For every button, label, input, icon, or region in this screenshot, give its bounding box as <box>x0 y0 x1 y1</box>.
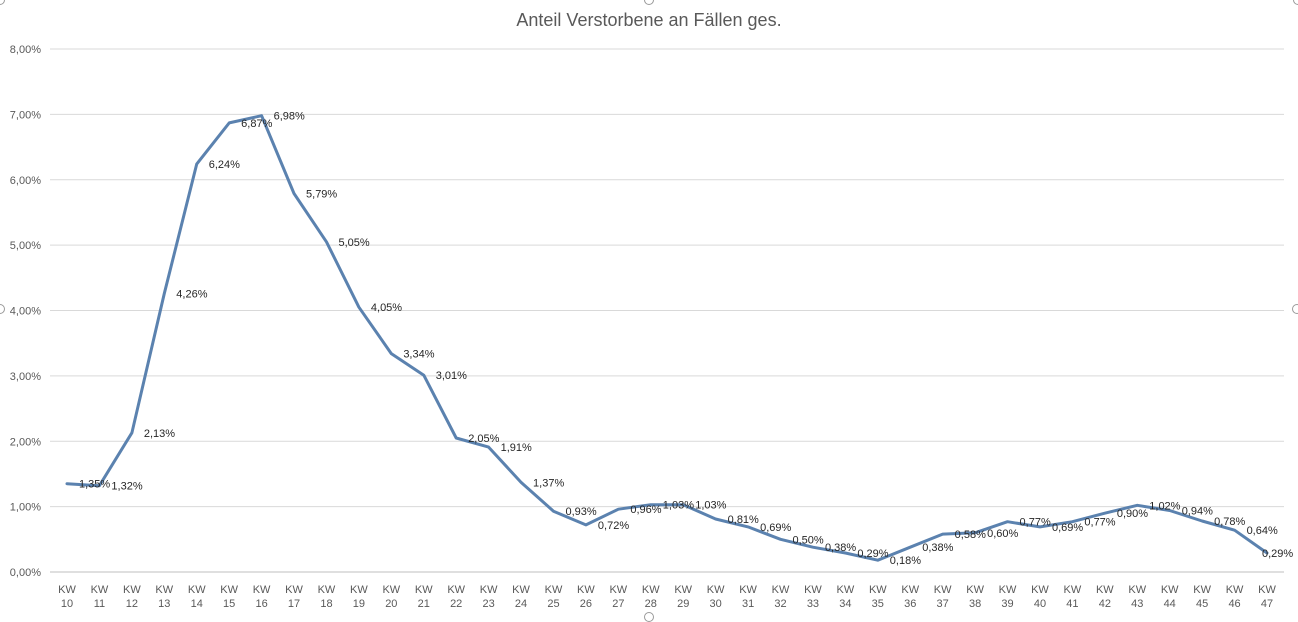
data-label: 0,69% <box>760 522 791 534</box>
data-label: 1,03% <box>695 500 726 512</box>
x-tick-label: KW 14 <box>188 584 206 610</box>
x-tick-label: KW 26 <box>577 584 595 610</box>
data-label: 0,94% <box>1182 506 1213 518</box>
x-tick-label: KW 13 <box>155 584 173 610</box>
y-tick-label: 6,00% <box>10 175 41 187</box>
y-tick-label: 4,00% <box>10 306 41 318</box>
data-label: 0,29% <box>857 548 888 560</box>
data-label: 6,98% <box>274 111 305 123</box>
series-line <box>65 114 1269 562</box>
data-label: 1,03% <box>663 500 694 512</box>
data-label: 0,38% <box>922 542 953 554</box>
data-label: 2,13% <box>144 428 175 440</box>
x-tick-label: KW 38 <box>966 584 984 610</box>
x-tick-label: KW 19 <box>350 584 368 610</box>
data-label: 0,78% <box>1214 516 1245 528</box>
x-tick-label: KW 22 <box>447 584 465 610</box>
x-tick-label: KW 40 <box>1031 584 1049 610</box>
y-tick-label: 0,00% <box>10 567 41 579</box>
y-tick-label: 5,00% <box>10 240 41 252</box>
data-label: 6,24% <box>209 159 240 171</box>
x-tick-label: KW 47 <box>1258 584 1276 610</box>
x-tick-label: KW 42 <box>1096 584 1114 610</box>
data-label: 0,72% <box>598 520 629 532</box>
data-label: 0,90% <box>1117 508 1148 520</box>
data-label: 0,60% <box>987 528 1018 540</box>
data-label: 3,34% <box>403 349 434 361</box>
data-label: 0,58% <box>955 529 986 541</box>
x-tick-label: KW 11 <box>91 584 109 610</box>
y-tick-label: 2,00% <box>10 436 41 448</box>
data-label: 1,37% <box>533 477 564 489</box>
data-label: 1,35% <box>79 479 110 491</box>
x-tick-label: KW 35 <box>869 584 887 610</box>
data-label: 0,29% <box>1262 548 1293 560</box>
y-tick-label: 8,00% <box>10 44 41 56</box>
x-tick-label: KW 44 <box>1161 584 1179 610</box>
x-tick-label: KW 31 <box>739 584 757 610</box>
x-tick-label: KW 12 <box>123 584 141 610</box>
x-tick-label: KW 27 <box>609 584 627 610</box>
data-label: 5,79% <box>306 188 337 200</box>
y-tick-label: 7,00% <box>10 109 41 121</box>
data-label: 0,50% <box>793 534 824 546</box>
x-tick-label: KW 16 <box>253 584 271 610</box>
x-tick-label: KW 45 <box>1193 584 1211 610</box>
data-label: 0,64% <box>1247 525 1278 537</box>
x-tick-label: KW 24 <box>512 584 530 610</box>
data-label: 0,81% <box>728 514 759 526</box>
x-tick-label: KW 18 <box>318 584 336 610</box>
x-tick-label: KW 33 <box>804 584 822 610</box>
y-tick-label: 3,00% <box>10 371 41 383</box>
data-label: 0,38% <box>825 542 856 554</box>
resize-handle-top-right[interactable] <box>1293 0 1298 5</box>
y-tick-label: 1,00% <box>10 502 41 514</box>
data-label: 0,77% <box>1084 517 1115 529</box>
x-tick-label: KW 43 <box>1128 584 1146 610</box>
x-tick-label: KW 20 <box>382 584 400 610</box>
x-tick-label: KW 46 <box>1226 584 1244 610</box>
x-tick-label: KW 29 <box>674 584 692 610</box>
x-tick-label: KW 37 <box>934 584 952 610</box>
x-tick-label: KW 21 <box>415 584 433 610</box>
x-tick-label: KW 17 <box>285 584 303 610</box>
data-label: 1,32% <box>111 481 142 493</box>
x-tick-label: KW 25 <box>545 584 563 610</box>
data-label: 1,02% <box>1149 500 1180 512</box>
data-label: 4,05% <box>371 302 402 314</box>
resize-handle-middle-right[interactable] <box>1292 304 1298 314</box>
chart-title: Anteil Verstorbene an Fällen ges. <box>516 10 782 30</box>
data-labels: 1,35% 1,32% 2,13% 4,26% 6,24% 6,87%6,98% 5,79%… <box>79 111 1293 568</box>
x-tick-label: KW 36 <box>901 584 919 610</box>
data-label: 6,87% <box>241 118 272 130</box>
data-label: 0,96% <box>630 504 661 516</box>
resize-handle-bottom-middle[interactable] <box>644 612 654 622</box>
x-tick-label: KW 28 <box>642 584 660 610</box>
data-label: 0,18% <box>890 555 921 567</box>
x-axis-ticks: KW 10 KW 11 KW 12 KW 13 KW 14 KW 15 KW 16 KW 17 KW 18 KW 19… <box>58 584 1276 610</box>
data-label: 0,93% <box>565 506 596 518</box>
x-tick-label: KW 39 <box>999 584 1017 610</box>
x-tick-label: KW 32 <box>772 584 790 610</box>
gridlines <box>50 48 1284 573</box>
x-tick-label: KW 15 <box>220 584 238 610</box>
data-label: 0,77% <box>1020 517 1051 529</box>
x-tick-label: KW 30 <box>707 584 725 610</box>
data-label: 0,69% <box>1052 522 1083 534</box>
data-label: 3,01% <box>436 370 467 382</box>
data-label: 5,05% <box>338 237 369 249</box>
x-tick-label: KW 34 <box>837 584 855 610</box>
x-tick-label: KW 23 <box>480 584 498 610</box>
x-tick-label: KW 41 <box>1064 584 1082 610</box>
data-label: 1,91% <box>501 442 532 454</box>
y-axis-ticks: 0,00% 1,00% 2,00% 3,00% 4,00% 5,00% 6,00% 7,00%… <box>10 44 41 579</box>
x-tick-label: KW 10 <box>58 584 76 610</box>
data-label: 2,05% <box>468 433 499 445</box>
data-label: 4,26% <box>176 289 207 301</box>
